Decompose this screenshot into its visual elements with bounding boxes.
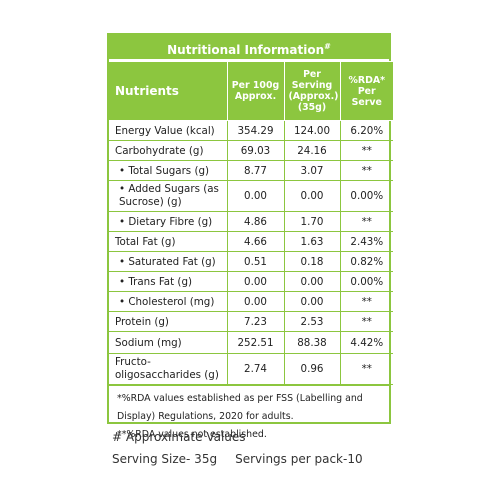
value-per-100g: 0.51: [226, 251, 285, 272]
value-per-100g: 8.77: [226, 160, 285, 181]
nutrient-name: Energy Value (kcal): [109, 120, 228, 141]
value-per-100g: 354.29: [226, 120, 285, 141]
table-row: Sodium (mg) 252.51 88.38 4.42%: [109, 331, 393, 354]
footnote-rda-not-established: **%RDA values not established.: [117, 429, 267, 440]
header-per-serving: Per Serving (Approx.) (35g): [283, 61, 341, 121]
value-rda: **: [339, 140, 393, 161]
value-rda: **: [339, 291, 393, 312]
header-nutrients: Nutrients: [109, 61, 228, 121]
nutrition-table: Nutrients Per 100g Approx. Per Serving (…: [109, 61, 393, 385]
value-per-100g: 0.00: [226, 271, 285, 292]
table-row: • Dietary Fibre (g) 4.86 1.70 **: [109, 211, 393, 232]
header-per-100g: Per 100g Approx.: [226, 61, 285, 121]
value-per-serving: 2.53: [283, 311, 341, 332]
table-row: Total Fat (g) 4.66 1.63 2.43%: [109, 231, 393, 252]
value-per-100g: 2.74: [226, 353, 285, 385]
value-rda: 2.43%: [339, 231, 393, 252]
value-per-serving: 1.63: [283, 231, 341, 252]
value-rda: 6.20%: [339, 120, 393, 141]
table-row: Protein (g) 7.23 2.53 **: [109, 311, 393, 332]
nutrition-panel: Nutritional Information# Nutrients Per 1…: [107, 33, 393, 440]
table-row: • Saturated Fat (g) 0.51 0.18 0.82%: [109, 251, 393, 272]
value-per-serving: 24.16: [283, 140, 341, 161]
nutrient-name: • Trans Fat (g): [109, 271, 228, 292]
value-per-serving: 124.00: [283, 120, 341, 141]
nutrient-name: Protein (g): [109, 311, 228, 332]
value-per-serving: 0.00: [283, 180, 341, 212]
value-per-serving: 88.38: [283, 331, 341, 354]
value-per-serving: 0.96: [283, 353, 341, 385]
nutrient-name: • Total Sugars (g): [109, 160, 228, 181]
nutrient-name: • Saturated Fat (g): [109, 251, 228, 272]
value-per-100g: 252.51: [226, 331, 285, 354]
table-row: Energy Value (kcal) 354.29 124.00 6.20%: [109, 120, 393, 141]
nutrient-name: Sodium (mg): [109, 331, 228, 354]
nutrient-name: Total Fat (g): [109, 231, 228, 252]
panel-title-text: Nutritional Information: [167, 43, 325, 57]
table-header-row: Nutrients Per 100g Approx. Per Serving (…: [109, 61, 393, 121]
table-row: • Trans Fat (g) 0.00 0.00 0.00%: [109, 271, 393, 292]
serving-info: Serving Size- 35g Servings per pack-10: [112, 452, 363, 466]
servings-per-pack: Servings per pack-10: [235, 452, 363, 466]
value-rda: **: [339, 353, 393, 385]
nutrient-name: Carbohydrate (g): [109, 140, 228, 161]
table-row: Fructo-oligosaccharides (g) 2.74 0.96 **: [109, 353, 393, 385]
nutrient-name: • Added Sugars (as Sucrose) (g): [109, 180, 228, 212]
value-per-serving: 0.18: [283, 251, 341, 272]
panel-title: Nutritional Information#: [109, 35, 389, 61]
nutrient-name: • Dietary Fibre (g): [109, 211, 228, 232]
value-rda: 4.42%: [339, 331, 393, 354]
table-row: • Cholesterol (mg) 0.00 0.00 **: [109, 291, 393, 312]
value-per-serving: 0.00: [283, 291, 341, 312]
value-per-100g: 0.00: [226, 180, 285, 212]
value-rda: 0.82%: [339, 251, 393, 272]
value-rda: **: [339, 160, 393, 181]
value-per-100g: 4.66: [226, 231, 285, 252]
value-per-100g: 4.86: [226, 211, 285, 232]
value-per-serving: 3.07: [283, 160, 341, 181]
value-per-100g: 7.23: [226, 311, 285, 332]
table-row: Carbohydrate (g) 69.03 24.16 **: [109, 140, 393, 161]
footnote-rda-established: *%RDA values established as per FSS (Lab…: [117, 393, 363, 422]
value-rda: 0.00%: [339, 180, 393, 212]
table-row: • Added Sugars (as Sucrose) (g) 0.00 0.0…: [109, 180, 393, 212]
value-per-serving: 0.00: [283, 271, 341, 292]
value-rda: 0.00%: [339, 271, 393, 292]
table-row: • Total Sugars (g) 8.77 3.07 **: [109, 160, 393, 181]
footnotes: *%RDA values established as per FSS (Lab…: [109, 385, 389, 444]
nutrient-name: • Cholesterol (mg): [109, 291, 228, 312]
value-rda: **: [339, 211, 393, 232]
header-rda: %RDA* Per Serve: [339, 61, 393, 121]
value-per-100g: 69.03: [226, 140, 285, 161]
value-rda: **: [339, 311, 393, 332]
panel-title-mark: #: [324, 42, 331, 51]
approx-note: # Approximate Values: [112, 430, 246, 444]
serving-size: Serving Size- 35g: [112, 452, 218, 466]
value-per-100g: 0.00: [226, 291, 285, 312]
value-per-serving: 1.70: [283, 211, 341, 232]
nutrient-name: Fructo-oligosaccharides (g): [109, 353, 228, 385]
